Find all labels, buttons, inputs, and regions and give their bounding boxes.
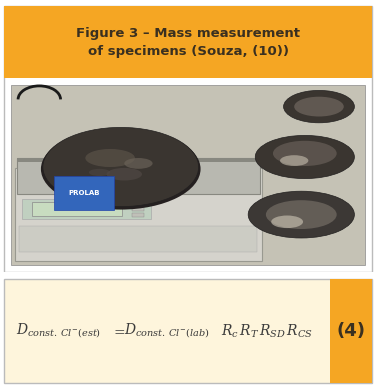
FancyBboxPatch shape (20, 226, 258, 252)
FancyBboxPatch shape (32, 202, 123, 216)
FancyBboxPatch shape (330, 279, 372, 383)
Text: $D_{const.\,Cl^{-}(lab)}$: $D_{const.\,Cl^{-}(lab)}$ (124, 322, 209, 340)
FancyBboxPatch shape (4, 279, 372, 383)
Text: $R_c\,R_T\,R_{SD}\,R_{CS}$: $R_c\,R_T\,R_{SD}\,R_{CS}$ (221, 322, 313, 340)
FancyBboxPatch shape (0, 272, 376, 279)
Ellipse shape (255, 136, 354, 179)
Ellipse shape (271, 216, 303, 228)
Ellipse shape (43, 127, 199, 207)
Text: $=$: $=$ (111, 324, 126, 338)
Text: $D_{const.\,Cl^{-}(est)}$: $D_{const.\,Cl^{-}(est)}$ (16, 322, 101, 340)
Ellipse shape (106, 168, 142, 181)
FancyBboxPatch shape (17, 158, 260, 162)
FancyBboxPatch shape (4, 6, 372, 272)
Ellipse shape (294, 97, 344, 117)
Ellipse shape (124, 158, 153, 169)
FancyBboxPatch shape (132, 207, 144, 211)
Ellipse shape (266, 200, 337, 229)
FancyBboxPatch shape (17, 158, 260, 194)
Ellipse shape (280, 155, 308, 166)
Text: PROLAB: PROLAB (68, 190, 100, 196)
Ellipse shape (89, 169, 110, 176)
FancyBboxPatch shape (4, 6, 372, 78)
FancyBboxPatch shape (11, 85, 365, 265)
Ellipse shape (273, 141, 337, 166)
Ellipse shape (248, 191, 354, 238)
FancyBboxPatch shape (22, 199, 151, 219)
FancyBboxPatch shape (15, 168, 262, 261)
FancyBboxPatch shape (132, 213, 144, 217)
Ellipse shape (284, 90, 354, 123)
FancyBboxPatch shape (132, 201, 144, 205)
Text: Figure 3 – Mass measurement
of specimens (Souza, (10)): Figure 3 – Mass measurement of specimens… (76, 27, 300, 57)
Ellipse shape (85, 149, 135, 167)
Ellipse shape (41, 129, 200, 209)
Text: (4): (4) (337, 322, 365, 340)
